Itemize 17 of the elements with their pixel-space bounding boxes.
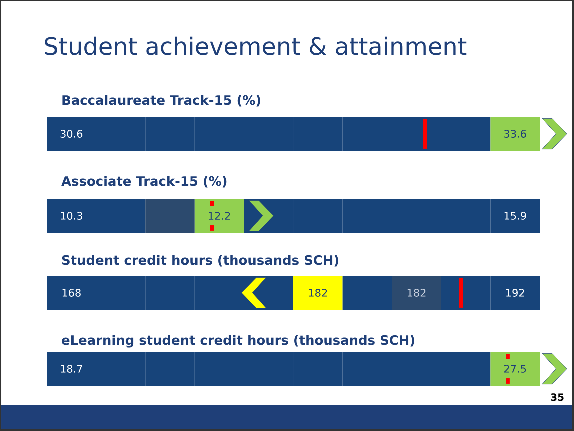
text: Student credit hours (thousands SCH) <box>62 255 339 267</box>
data-label: 33.6 <box>504 130 526 138</box>
data-label: 18.7 <box>61 365 82 373</box>
data-label: 12.2 <box>209 212 230 220</box>
data-label: 27.5 <box>504 365 526 373</box>
data-label: 182 <box>408 289 426 297</box>
data-label: 168 <box>62 289 81 297</box>
data-label: 192 <box>506 289 524 297</box>
data-label: 30.6 <box>60 130 83 138</box>
data-label: 15.9 <box>504 212 526 220</box>
text: 35 <box>551 394 564 402</box>
text: Student achievement & attainment <box>45 36 467 56</box>
text: Associate Track-15 (%) <box>62 176 227 188</box>
text: eLearning student credit hours (thousands SCH) <box>62 335 415 348</box>
data-label: 10.3 <box>61 212 82 220</box>
text: Baccalaureate Track-15 (%) <box>62 95 260 107</box>
data-label: 182 <box>309 289 328 297</box>
